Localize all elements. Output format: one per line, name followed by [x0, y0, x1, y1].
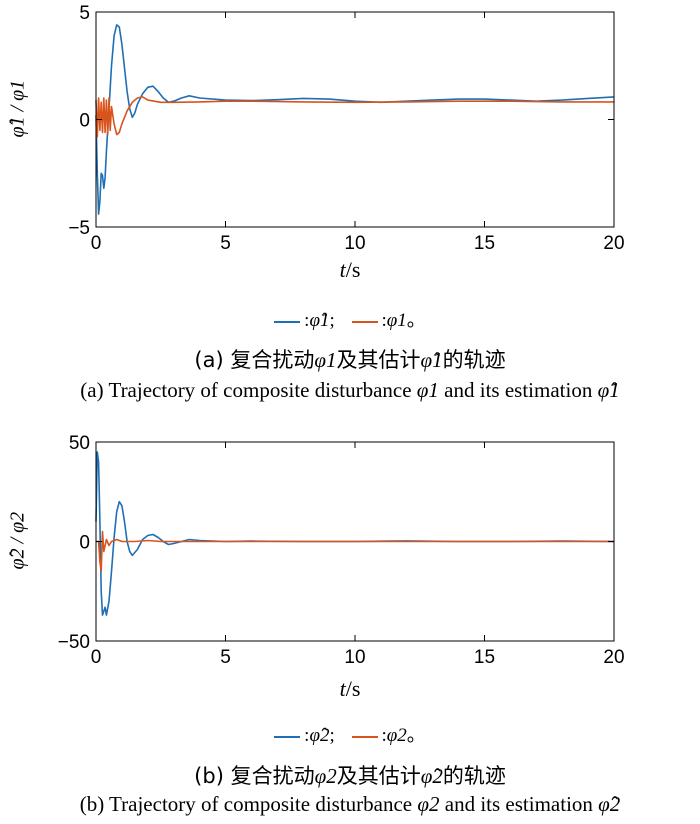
y-axis-label-a: φ̂1 / φ1 [6, 79, 29, 138]
y-tick-label: 5 [79, 3, 90, 24]
x-tick-label: 10 [344, 233, 365, 254]
x-tick-label: 15 [474, 647, 495, 668]
legend-swatch-orange [351, 735, 378, 738]
legend-a: :φ̂1; :φ1。 [0, 305, 700, 332]
y-tick-label: 50 [69, 433, 90, 454]
x-tick-label: 0 [91, 233, 102, 254]
series-line-0-1 [95, 96, 614, 138]
caption-cn-a: (a) 复合扰动φ1及其估计φ̂1的轨迹 [194, 348, 506, 372]
x-axis-label-a: t/s [339, 257, 361, 282]
caption-cn-b: (b) 复合扰动φ2及其估计φ̂2的轨迹 [194, 764, 506, 788]
x-tick-label: 20 [603, 233, 624, 254]
series-line-1-0 [95, 451, 615, 616]
y-tick-label: −5 [68, 218, 90, 239]
legend-swatch-blue [274, 320, 301, 323]
legend-swatch-orange [351, 320, 378, 323]
plot-frame [95, 11, 615, 228]
legend-item-phi2: :φ2。 [351, 725, 426, 746]
panel-b: 0 5 10 15 20 50 0 −50 φ̂2 / φ2 t/s :φ̂2; :φ2。 (… [0, 412, 700, 824]
caption-en-a: (a) Trajectory of composite disturbance … [80, 378, 620, 402]
x-tick-label: 5 [220, 647, 231, 668]
x-tick-label: 15 [474, 233, 495, 254]
x-tick-label: 5 [220, 233, 231, 254]
y-tick-label: 0 [79, 533, 90, 554]
series-line-1-1 [96, 530, 614, 573]
legend-item-phihat1: :φ̂1; [274, 310, 339, 331]
y-axis-label-b: φ̂2 / φ2 [6, 511, 29, 570]
legend-item-phihat2: :φ̂2; [274, 725, 339, 746]
y-tick-label: 0 [79, 111, 90, 132]
x-axis-label-b: t/s [339, 676, 361, 701]
y-tick-label: −50 [58, 632, 90, 653]
legend-swatch-blue [274, 735, 301, 738]
x-tick-label: 20 [603, 647, 624, 668]
legend-b: :φ̂2; :φ2。 [0, 720, 700, 747]
panel-a: 0 5 10 15 20 5 0 −5 φ̂1 / φ1 t/s :φ̂1; :φ1。 (a)… [0, 3, 700, 402]
caption-en-b: (b) Trajectory of composite disturbance … [79, 792, 621, 816]
legend-item-phi1: :φ1。 [351, 310, 426, 331]
x-tick-label: 0 [91, 647, 102, 668]
x-tick-label: 10 [344, 647, 365, 668]
series-line-0-0 [95, 24, 615, 215]
